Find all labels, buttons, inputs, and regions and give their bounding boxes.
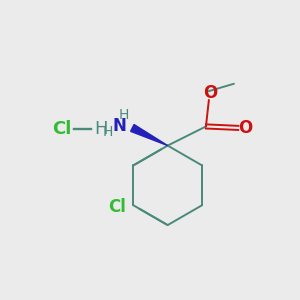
Text: H: H <box>118 108 129 122</box>
Text: O: O <box>203 85 218 103</box>
Text: O: O <box>238 119 252 137</box>
Polygon shape <box>130 124 168 146</box>
Text: Cl: Cl <box>108 198 126 216</box>
Text: Cl: Cl <box>52 120 71 138</box>
Text: N: N <box>112 117 126 135</box>
Text: H: H <box>95 120 108 138</box>
Text: H: H <box>103 125 113 139</box>
